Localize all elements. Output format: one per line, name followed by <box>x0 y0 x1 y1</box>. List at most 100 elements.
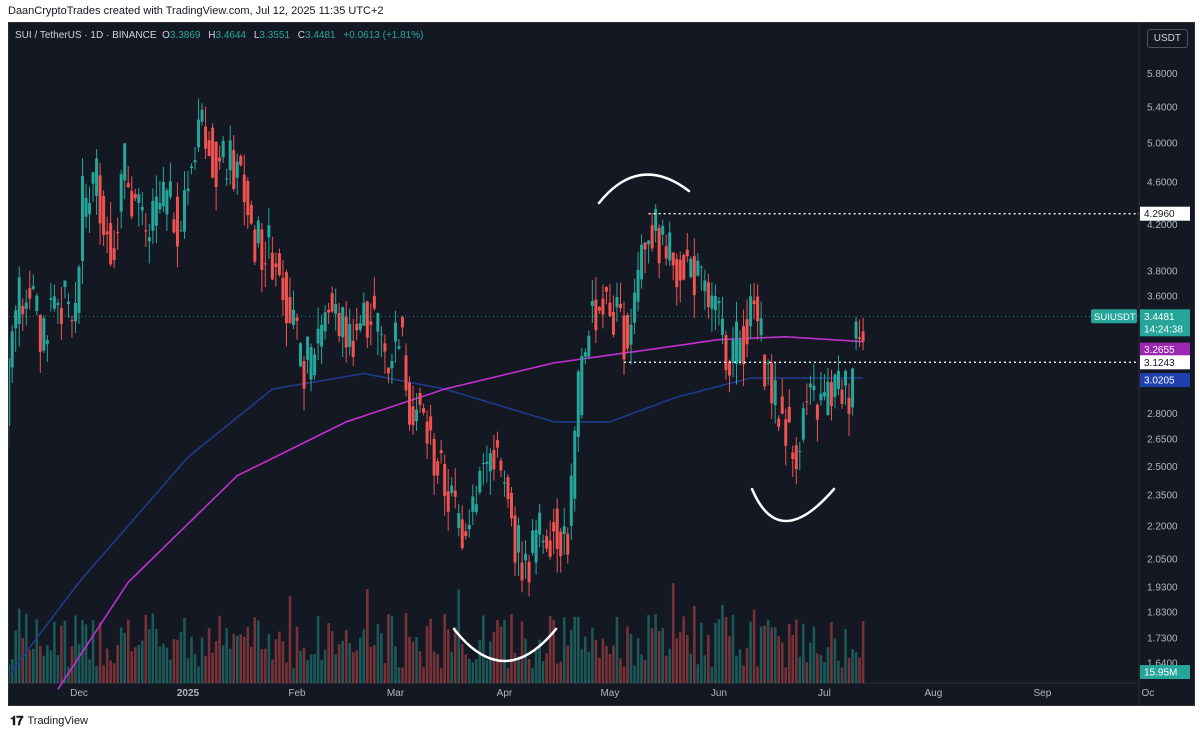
candle-body <box>559 531 563 557</box>
candle-body <box>31 286 35 289</box>
candle <box>175 182 179 268</box>
volume-bar <box>344 629 348 683</box>
candle-body <box>727 361 731 376</box>
candle <box>833 373 837 409</box>
candle <box>263 241 267 287</box>
candle <box>471 484 475 526</box>
candle <box>291 290 295 330</box>
candle <box>439 439 443 464</box>
candle <box>622 301 626 375</box>
candle <box>499 457 503 477</box>
volume-bar <box>492 631 496 683</box>
candle <box>270 236 274 281</box>
candle <box>376 312 380 356</box>
volume-bar <box>784 667 788 683</box>
candle <box>527 554 531 597</box>
candle <box>495 431 499 458</box>
volume-bar <box>703 655 707 683</box>
candle <box>246 177 250 229</box>
volume-bar <box>204 655 207 683</box>
candle-body <box>745 319 749 345</box>
volume-bar <box>155 628 158 683</box>
candle <box>654 204 658 243</box>
volume-bar <box>249 646 253 683</box>
candle <box>277 248 281 277</box>
candle <box>28 270 32 310</box>
volume-bar <box>271 659 274 683</box>
candle-body <box>313 354 317 376</box>
candle <box>284 269 288 347</box>
volume-bar <box>74 615 77 683</box>
candle-body <box>320 324 324 347</box>
candle-body <box>66 301 70 305</box>
candle <box>52 284 56 312</box>
candle <box>443 454 447 516</box>
candle <box>580 348 584 419</box>
candle-body <box>35 295 39 312</box>
volume-bar <box>840 667 844 683</box>
candle <box>780 378 784 415</box>
candle-body <box>580 356 584 416</box>
candle-body <box>49 298 53 300</box>
volume-bar <box>394 646 397 683</box>
volume-bar <box>35 619 39 683</box>
volume-bar <box>773 627 777 683</box>
candle <box>77 264 81 324</box>
volume-bar <box>475 659 478 683</box>
candle-body <box>397 346 401 349</box>
volume-bar <box>545 653 548 683</box>
candle-body <box>626 315 630 349</box>
candle-body <box>277 253 281 276</box>
candle-body <box>699 266 703 268</box>
candle-body <box>710 295 714 309</box>
candle-body <box>777 418 781 427</box>
y-tick-label: 2.3500 <box>1147 491 1178 502</box>
resistance-price-label-bg <box>1140 206 1190 221</box>
countdown-timer: 14:24:38 <box>1144 324 1183 335</box>
candle <box>738 330 742 366</box>
candle-body <box>643 242 647 250</box>
candle <box>784 408 788 466</box>
volume-bar <box>446 629 450 683</box>
high-label: H <box>208 30 216 41</box>
volume-bar <box>214 640 218 683</box>
candle <box>668 221 672 266</box>
volume-bar <box>601 638 605 683</box>
candle-body <box>524 553 528 561</box>
volume-bar <box>46 645 49 683</box>
candle-body <box>724 335 728 371</box>
candle-body <box>851 368 855 408</box>
candle <box>713 284 717 331</box>
volume-bar <box>766 619 770 683</box>
candle-body <box>165 190 169 215</box>
candle-body <box>306 336 310 360</box>
chart-caption: DaanCryptoTrades created with TradingVie… <box>0 0 1200 22</box>
chart-panel[interactable]: 5.8000 5.4000 5.0000 4.6000 4.2000 3.8000 3.60… <box>8 22 1195 706</box>
candle <box>197 98 201 152</box>
candle-body <box>573 430 577 499</box>
volume-bar <box>274 639 278 683</box>
candle <box>798 441 802 471</box>
candle <box>460 505 464 551</box>
volume-bar <box>816 653 819 683</box>
currency-button[interactable]: USDT <box>1146 29 1188 48</box>
x-tick-label: Sep <box>1034 688 1052 699</box>
candle <box>295 313 299 340</box>
chart-svg[interactable]: 5.8000 5.4000 5.0000 4.6000 4.2000 3.8000 3.60… <box>9 23 1194 705</box>
volume-bar <box>791 635 795 683</box>
volume-bar <box>591 627 594 683</box>
candle <box>819 371 823 406</box>
candle-body <box>126 182 130 188</box>
volume-bar <box>376 624 380 683</box>
candle-body <box>770 362 774 404</box>
candle-body <box>541 540 545 543</box>
volume-bar <box>422 667 425 683</box>
volume-bar <box>380 633 383 683</box>
candle-body <box>200 109 204 122</box>
volume-bar <box>63 620 67 683</box>
candle-body <box>193 160 197 163</box>
candle-body <box>295 317 299 322</box>
candle-body <box>404 355 408 391</box>
volume-bar <box>661 628 664 683</box>
volume-bar <box>211 652 214 683</box>
